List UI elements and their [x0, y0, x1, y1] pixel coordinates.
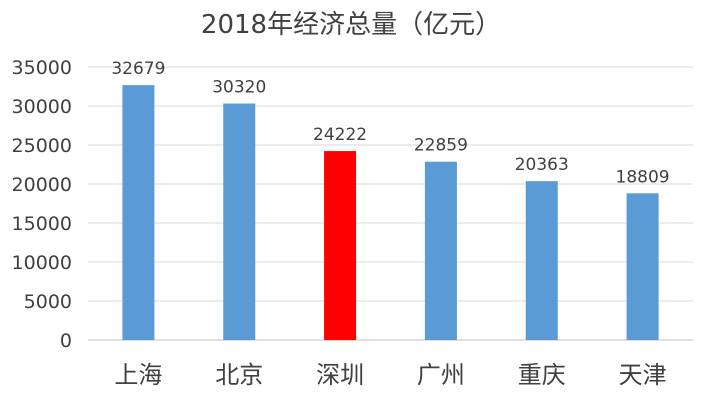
y-tick-label: 15000 — [12, 213, 72, 235]
x-tick-label-5: 天津 — [619, 361, 667, 389]
data-label-5: 18809 — [616, 167, 670, 187]
y-axis-ticks: 0 5000 10000 15000 20000 25000 30000 35000 — [12, 57, 72, 352]
x-tick-label-3: 广州 — [417, 361, 465, 389]
y-tick-label: 10000 — [12, 252, 72, 274]
bar-1 — [223, 103, 256, 340]
y-tick-label: 20000 — [12, 174, 72, 196]
data-label-4: 20363 — [515, 155, 569, 175]
bars — [122, 85, 659, 341]
x-tick-label-4: 重庆 — [518, 361, 566, 389]
x-tick-label-0: 上海 — [114, 361, 162, 389]
y-tick-label: 35000 — [12, 57, 72, 79]
bar-2 — [324, 151, 357, 340]
y-tick-label: 25000 — [12, 135, 72, 157]
data-label-2: 24222 — [313, 125, 367, 145]
chart-title: 2018年经济总量（亿元） — [201, 10, 501, 40]
data-label-0: 32679 — [111, 59, 165, 79]
y-tick-label: 5000 — [24, 291, 72, 313]
data-labels: 32679 30320 24222 22859 20363 18809 — [111, 59, 669, 187]
x-axis-ticks: 上海 北京 深圳 广州 重庆 天津 — [114, 361, 666, 389]
y-tick-label: 30000 — [12, 96, 72, 118]
data-label-1: 30320 — [212, 78, 266, 98]
bar-3 — [424, 161, 457, 340]
bar-0 — [122, 85, 155, 341]
bar-4 — [525, 181, 558, 340]
data-label-3: 22859 — [414, 136, 468, 156]
x-tick-label-1: 北京 — [215, 361, 263, 389]
y-tick-label: 0 — [60, 330, 72, 352]
x-tick-label-2: 深圳 — [316, 361, 364, 389]
bar-5 — [626, 193, 659, 340]
gridlines — [88, 66, 693, 302]
